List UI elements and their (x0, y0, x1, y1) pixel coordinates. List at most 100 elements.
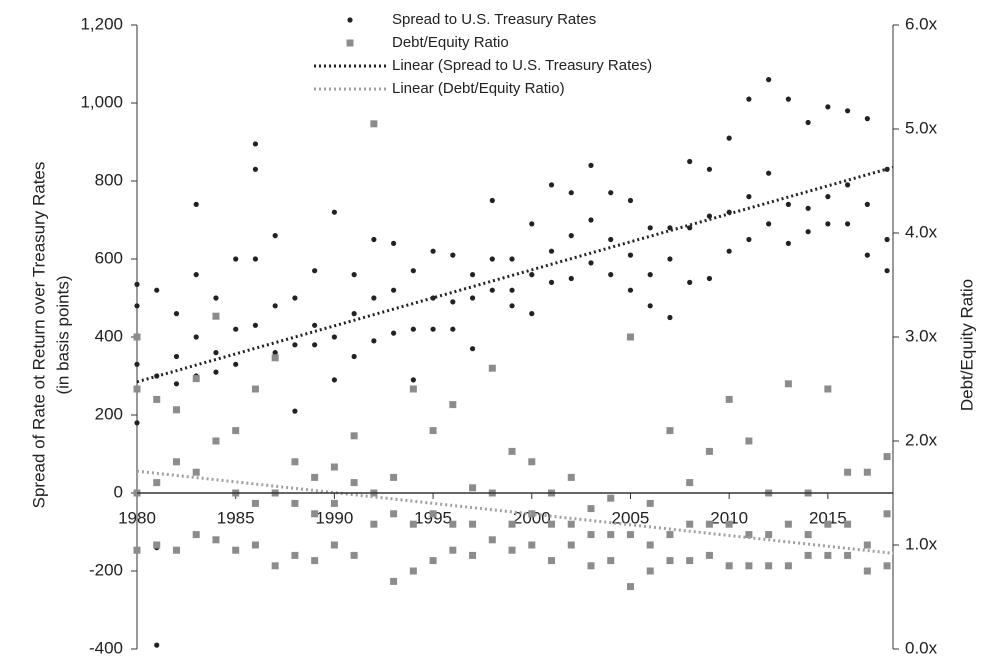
point (863, 468, 871, 476)
point (192, 375, 200, 383)
point (607, 557, 615, 565)
point (370, 520, 378, 528)
point (548, 557, 556, 565)
point (390, 577, 398, 585)
point (409, 520, 417, 528)
x-tick-label: 1980 (118, 508, 156, 527)
point (251, 541, 259, 549)
point (528, 458, 536, 466)
point (489, 287, 495, 293)
point (410, 268, 416, 274)
point (884, 236, 890, 243)
x-tick-label: 2010 (710, 508, 748, 527)
point (746, 96, 752, 102)
point (330, 463, 338, 471)
point (312, 322, 318, 328)
point (883, 562, 891, 570)
legend-label: Linear (Debt/Equity Ratio) (392, 80, 565, 97)
y-tick-label: 600 (95, 248, 123, 267)
point (212, 312, 220, 320)
point (508, 447, 516, 455)
point (863, 567, 871, 575)
y-tick-label: 0 (114, 482, 123, 501)
point (784, 562, 792, 570)
point (429, 557, 437, 565)
point (469, 520, 477, 528)
point (766, 221, 772, 227)
point (232, 546, 240, 554)
point (587, 505, 595, 513)
point (233, 326, 239, 332)
point (845, 182, 851, 188)
point (824, 520, 832, 528)
point (371, 295, 377, 301)
point (647, 225, 653, 231)
legend-label: Spread to U.S. Treasury Rates (392, 11, 596, 28)
point (647, 303, 653, 309)
point (449, 401, 457, 409)
x-tick-label: 1985 (217, 508, 255, 527)
point (687, 279, 693, 285)
point (351, 353, 357, 360)
point (726, 135, 732, 141)
point (469, 295, 476, 301)
point (706, 166, 713, 172)
point (469, 272, 476, 278)
point (548, 279, 555, 285)
point (291, 499, 299, 507)
point (646, 541, 654, 549)
point (252, 141, 259, 147)
point (292, 295, 298, 301)
point (271, 562, 279, 570)
point (291, 458, 299, 466)
legend-marker (347, 17, 353, 23)
point (134, 303, 140, 309)
point (548, 182, 555, 188)
point (844, 468, 852, 476)
point (172, 406, 180, 414)
point (330, 499, 338, 507)
point (626, 333, 634, 341)
point (666, 427, 674, 435)
point (351, 272, 357, 278)
point (391, 287, 397, 293)
point (173, 381, 180, 387)
point (311, 510, 319, 518)
point (331, 334, 337, 340)
point (804, 531, 812, 539)
point (567, 473, 575, 481)
point (784, 380, 792, 388)
point (864, 201, 870, 207)
x-tick-label: 1990 (315, 508, 353, 527)
point (825, 194, 831, 200)
point (607, 531, 615, 539)
point (705, 551, 713, 559)
point (607, 494, 615, 502)
point (824, 551, 832, 559)
point (548, 520, 556, 528)
point (154, 287, 160, 293)
point (765, 531, 773, 539)
point (192, 468, 200, 476)
point (449, 520, 457, 528)
point (193, 201, 199, 207)
point (450, 326, 456, 332)
point (390, 473, 398, 481)
point (804, 551, 812, 559)
point (844, 551, 852, 559)
y2-tick-label: 0.0x (905, 638, 938, 657)
point (371, 236, 377, 243)
point (489, 256, 495, 262)
point (627, 287, 634, 293)
point (410, 326, 416, 332)
point (548, 248, 555, 254)
point (370, 120, 378, 128)
point (705, 447, 713, 455)
point (529, 311, 535, 317)
point (213, 369, 219, 375)
point (450, 252, 456, 258)
point (725, 395, 733, 403)
point (587, 531, 595, 539)
y-tick-label: -200 (89, 560, 123, 579)
